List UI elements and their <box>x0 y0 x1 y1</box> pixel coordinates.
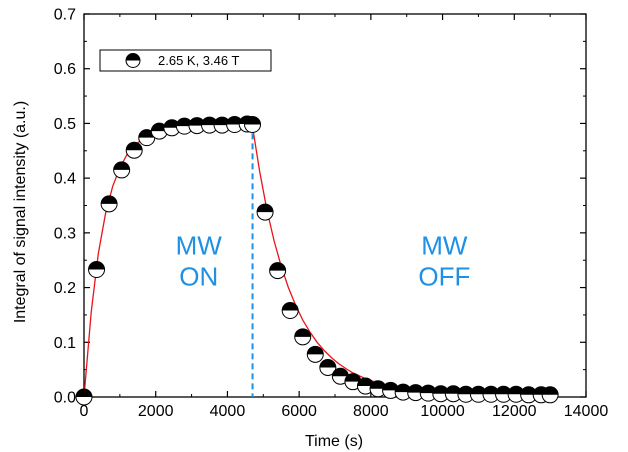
x-tick-label: 10000 <box>420 403 465 420</box>
marker-fill <box>89 262 105 270</box>
data-point <box>542 387 558 403</box>
marker-fill <box>126 142 142 150</box>
x-tick-label: 8000 <box>353 403 389 420</box>
data-point <box>295 329 311 345</box>
annotation-mw-off-line: MW <box>421 231 468 261</box>
x-tick-label: 2000 <box>138 403 174 420</box>
x-tick-label: 12000 <box>492 403 537 420</box>
data-point <box>282 303 298 319</box>
annotation-mw-off-line: OFF <box>418 262 470 292</box>
x-tick-label: 0 <box>80 403 89 420</box>
data-points-layer <box>76 116 558 405</box>
legend-marker <box>126 54 140 68</box>
data-point <box>114 162 130 178</box>
marker-fill <box>114 162 130 170</box>
y-tick-label: 0.2 <box>54 280 76 297</box>
y-axis-title: Integral of signal intensity (a.u.) <box>12 101 29 323</box>
legend-label: 2.65 K, 3.46 T <box>158 53 239 68</box>
legend: 2.65 K, 3.46 T <box>100 50 271 71</box>
x-tick-label: 14000 <box>564 403 609 420</box>
marker-fill <box>320 359 336 367</box>
y-tick-label: 0.4 <box>54 171 76 188</box>
y-tick-label: 0.3 <box>54 225 76 242</box>
y-tick-label: 0.6 <box>54 61 76 78</box>
data-point <box>257 204 273 220</box>
marker-fill <box>76 389 92 397</box>
marker-fill <box>101 196 117 204</box>
y-tick-label: 0.5 <box>54 116 76 133</box>
y-tick-label: 0.0 <box>54 390 76 407</box>
data-point <box>89 262 105 278</box>
y-tick-label: 0.7 <box>54 7 76 24</box>
x-tick-label: 4000 <box>210 403 246 420</box>
annotation-mw-on-line: MW <box>176 231 223 261</box>
y-tick-label: 0.1 <box>54 335 76 352</box>
x-axis-title: Time (s) <box>305 433 363 450</box>
data-point <box>270 263 286 279</box>
data-point <box>245 117 261 133</box>
data-point <box>101 196 117 212</box>
marker-fill <box>270 263 286 271</box>
x-tick-label: 6000 <box>281 403 317 420</box>
marker-fill <box>282 303 298 311</box>
annotation-mw-on-line: ON <box>179 262 218 292</box>
marker-fill <box>257 204 273 212</box>
data-point <box>307 346 323 362</box>
data-point <box>76 389 92 405</box>
data-point <box>126 142 142 158</box>
